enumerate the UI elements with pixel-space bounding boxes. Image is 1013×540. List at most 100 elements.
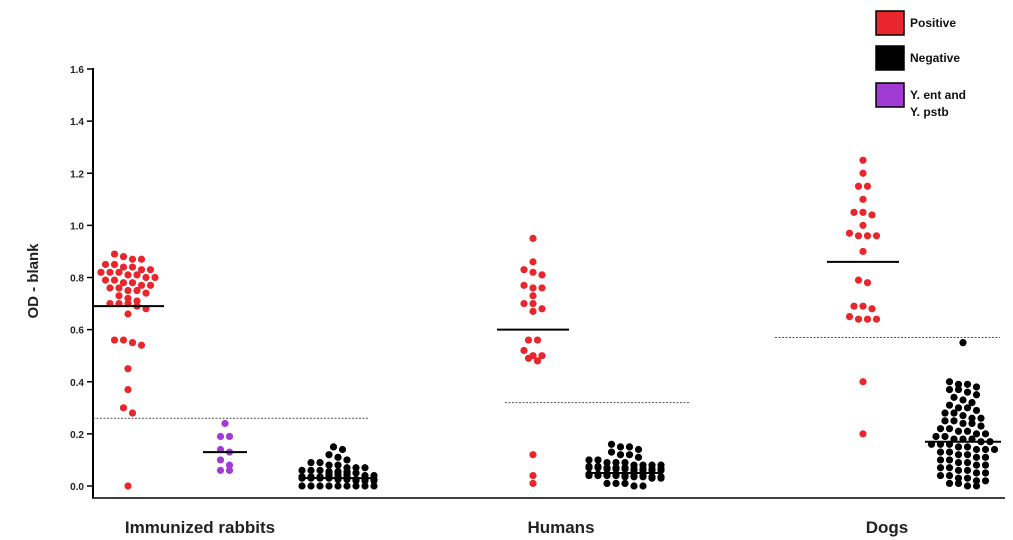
data-point: [316, 473, 324, 481]
data-point: [325, 451, 333, 459]
data-point: [585, 462, 593, 470]
data-point: [868, 305, 876, 313]
data-point: [954, 451, 963, 459]
data-point: [142, 289, 150, 297]
data-point: [981, 430, 990, 438]
data-point: [845, 312, 854, 321]
data-point: [959, 339, 967, 347]
data-point: [529, 471, 537, 480]
data-point: [533, 336, 542, 344]
data-point: [972, 453, 981, 461]
y-tick-label: 0.6: [70, 326, 84, 337]
data-point: [648, 465, 656, 473]
data-point: [621, 473, 629, 481]
data-point: [329, 443, 338, 451]
data-point: [529, 284, 537, 292]
data-point: [850, 302, 858, 310]
data-point: [630, 465, 638, 473]
data-point: [124, 365, 132, 373]
data-point: [621, 479, 629, 487]
data-point: [950, 409, 958, 417]
data-point: [585, 470, 593, 478]
data-point: [603, 465, 611, 473]
data-point: [936, 448, 945, 456]
data-point: [529, 479, 537, 487]
data-point: [657, 465, 665, 473]
data-point: [854, 182, 863, 190]
data-point: [954, 474, 963, 482]
data-point: [968, 414, 976, 422]
data-point: [334, 461, 342, 469]
data-point: [115, 292, 123, 300]
data-point: [972, 469, 981, 477]
data-point: [657, 473, 665, 481]
x-axis-group-labels: Immunized rabbits Humans Dogs: [125, 518, 908, 537]
data-point: [216, 432, 225, 441]
data-point: [133, 271, 141, 279]
data-point: [128, 279, 137, 287]
data-point: [225, 461, 234, 469]
data-point: [932, 432, 940, 441]
data-point: [128, 339, 137, 347]
data-point: [959, 412, 967, 420]
data-point: [981, 445, 990, 454]
data-point: [963, 451, 972, 459]
data-point: [954, 458, 963, 467]
data-point: [954, 385, 963, 394]
data-point: [119, 279, 128, 287]
data-point: [119, 336, 128, 344]
data-point: [630, 473, 638, 481]
data-point: [963, 474, 972, 482]
data-point: [529, 268, 537, 276]
data-point: [307, 473, 315, 481]
data-point: [603, 470, 611, 478]
data-point: [221, 419, 229, 428]
data-point: [634, 453, 643, 461]
data-point: [630, 482, 638, 490]
data-point: [859, 247, 867, 256]
data-point: [137, 341, 146, 349]
y-tick-label: 0.2: [70, 430, 84, 441]
data-point: [859, 302, 867, 310]
data-point: [859, 156, 867, 164]
data-point: [307, 466, 315, 474]
y-tick-label: 0.0: [70, 482, 84, 493]
data-point: [941, 417, 949, 425]
data-point: [225, 432, 234, 441]
data-point: [370, 482, 378, 490]
data-point: [352, 464, 360, 472]
data-point: [863, 182, 872, 190]
y-axis-ticks: 0.0 0.2 0.4 0.6 0.8 1.0 1.2 1.4 1.6: [70, 65, 93, 493]
data-point: [945, 448, 954, 456]
data-point: [981, 477, 990, 485]
data-point: [981, 453, 990, 461]
data-point: [859, 169, 867, 177]
data-point: [625, 451, 634, 459]
data-point: [972, 445, 981, 454]
data-point: [872, 232, 881, 240]
data-point: [963, 404, 972, 412]
data-point: [945, 471, 954, 480]
data-point: [110, 276, 119, 284]
data-point: [612, 470, 620, 478]
data-point: [137, 255, 146, 263]
data-point: [316, 458, 324, 467]
data-point: [137, 281, 146, 289]
y-tick-label: 1.6: [70, 65, 84, 76]
data-point: [298, 466, 306, 474]
data-point: [863, 279, 872, 287]
data-point: [361, 475, 369, 483]
data-point: [945, 456, 954, 464]
data-point: [128, 255, 137, 263]
data-point: [859, 378, 867, 386]
data-point: [972, 430, 981, 438]
y-axis-title: OD - blank: [25, 243, 42, 319]
data-point: [963, 443, 972, 451]
data-point: [128, 263, 137, 271]
data-point: [146, 266, 155, 274]
data-point: [529, 451, 537, 459]
data-point: [972, 383, 981, 391]
data-point: [343, 482, 351, 490]
group-label: Dogs: [866, 518, 909, 537]
y-tick-label: 0.4: [70, 378, 84, 389]
